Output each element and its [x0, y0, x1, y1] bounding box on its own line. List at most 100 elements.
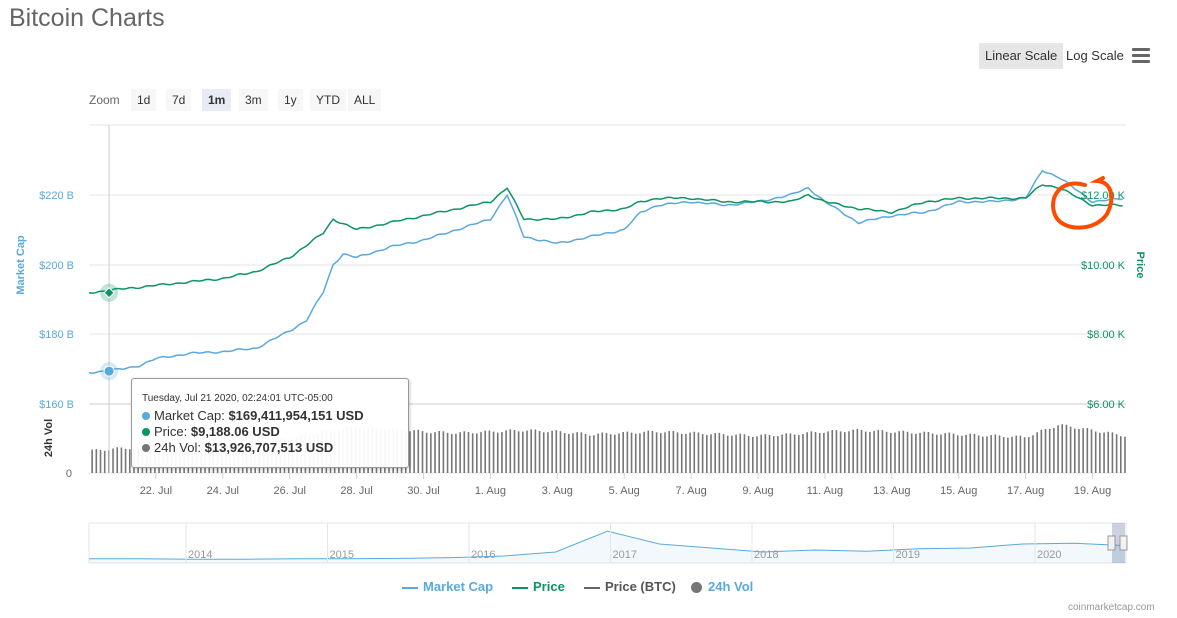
- market-cap-swatch-icon: [402, 586, 418, 589]
- volume-bar: [814, 432, 817, 473]
- price-btc-swatch-icon: [584, 586, 600, 589]
- volume-bar: [484, 430, 487, 473]
- volume-bar: [409, 431, 411, 473]
- market-cap-marker: [103, 365, 115, 377]
- zoom-1y-button[interactable]: 1y: [278, 89, 303, 111]
- price-swatch-icon: [512, 586, 528, 589]
- volume-bar: [413, 430, 415, 473]
- volume-bar: [956, 435, 959, 473]
- volume-bar: [894, 432, 896, 473]
- volume-bar: [660, 433, 662, 473]
- navigator-year-label: 2020: [1037, 549, 1061, 561]
- annotation-circle: [1051, 176, 1114, 230]
- volume-bar: [1015, 435, 1018, 473]
- volume-bar: [639, 433, 641, 473]
- volume-bar: [961, 435, 963, 473]
- volume-bar: [1086, 428, 1089, 473]
- volume-bar: [810, 431, 813, 473]
- x-tick-label: 5. Aug: [609, 485, 640, 497]
- volume-bar: [977, 435, 980, 473]
- volume-bar: [480, 432, 482, 473]
- volume-bar: [476, 433, 478, 473]
- linear-scale-button[interactable]: Linear Scale: [979, 43, 1064, 69]
- data-tooltip: Tuesday, Jul 21 2020, 02:24:01 UTC-05:00…: [131, 378, 409, 468]
- volume-bar: [1007, 437, 1009, 473]
- volume-bar: [614, 434, 616, 473]
- x-tick-label: 24. Jul: [207, 485, 239, 497]
- volume-bar: [421, 431, 424, 473]
- volume-bar: [668, 431, 670, 473]
- volume-bar: [563, 433, 566, 473]
- volume-bar: [756, 436, 758, 473]
- volume-bar: [798, 435, 800, 473]
- navigator-line: [89, 530, 1127, 560]
- x-tick-label: 15. Aug: [940, 485, 977, 497]
- volume-bar: [818, 433, 821, 473]
- volume-bar: [764, 434, 767, 473]
- zoom-1m-button[interactable]: 1m: [202, 89, 232, 111]
- volume-bar: [718, 432, 721, 473]
- volume-bar: [1082, 428, 1084, 473]
- right-tick-label: $10.00 K: [1081, 260, 1126, 272]
- volume-bar: [685, 433, 687, 473]
- x-tick-label: 30. Jul: [407, 485, 439, 497]
- zoom-all-button[interactable]: ALL: [348, 89, 382, 111]
- volume-bar: [706, 435, 708, 473]
- log-scale-button[interactable]: Log Scale: [1066, 48, 1124, 63]
- volume-bar: [1119, 436, 1122, 473]
- credit-link[interactable]: coinmarketcap.com: [1068, 602, 1155, 613]
- volume-bar: [605, 432, 608, 473]
- volume-bar: [593, 435, 595, 473]
- left-tick-label: $180 B: [39, 329, 74, 341]
- zoom-1d-button[interactable]: 1d: [131, 89, 157, 111]
- hamburger-menu-icon[interactable]: [1132, 48, 1150, 63]
- volume-bar: [735, 434, 737, 473]
- zoom-3m-button[interactable]: 3m: [239, 89, 268, 111]
- volume-axis-title: 24h Vol: [43, 419, 55, 457]
- volume-bar: [584, 434, 587, 473]
- legend-market-cap[interactable]: Market Cap: [402, 579, 493, 595]
- volume-bar: [793, 434, 796, 473]
- legend-24h-vol[interactable]: 24h Vol: [691, 579, 753, 595]
- zoom-7d-button[interactable]: 7d: [166, 89, 192, 111]
- volume-bar: [572, 433, 574, 473]
- volume-bar: [534, 429, 537, 473]
- volume-bar: [647, 430, 650, 473]
- volume-bar: [438, 431, 441, 473]
- volume-bar: [890, 432, 892, 473]
- volume-bar: [714, 433, 716, 473]
- navigator-handle-1[interactable]: [1119, 535, 1128, 551]
- volume-bar: [517, 431, 520, 473]
- volume-bar: [95, 449, 98, 473]
- volume-bar: [622, 431, 624, 473]
- zoom-ytd-button[interactable]: YTD: [310, 89, 346, 111]
- volume-bar: [488, 430, 491, 473]
- tooltip-date: Tuesday, Jul 21 2020, 02:24:01 UTC-05:00: [142, 393, 333, 404]
- volume-bar: [864, 431, 867, 473]
- volume-bar: [1073, 428, 1076, 473]
- legend-price-btc[interactable]: Price (BTC): [584, 579, 676, 595]
- volume-bar: [919, 432, 921, 473]
- volume-bar: [965, 434, 967, 473]
- volume-bar: [848, 431, 850, 473]
- market-cap-line: [88, 170, 1123, 374]
- navigator-year-label: 2014: [188, 549, 212, 561]
- volume-bar: [722, 434, 725, 473]
- navigator-year-label: 2017: [613, 549, 637, 561]
- legend-price[interactable]: Price: [512, 579, 565, 595]
- volume-bar: [856, 428, 859, 473]
- volume-bar: [689, 432, 691, 473]
- volume-bar: [459, 432, 461, 473]
- volume-bar: [530, 429, 532, 473]
- navigator-year-label: 2015: [330, 549, 354, 561]
- volume-bar: [492, 431, 495, 473]
- volume-bar: [973, 433, 976, 473]
- volume-bar: [923, 431, 926, 473]
- left-tick-label: $160 B: [39, 399, 74, 411]
- volume-bar: [835, 430, 838, 473]
- navigator-handle-0[interactable]: [1107, 535, 1116, 551]
- volume-bar: [120, 447, 123, 473]
- volume-bar: [442, 431, 445, 473]
- navigator-area: [89, 531, 1126, 563]
